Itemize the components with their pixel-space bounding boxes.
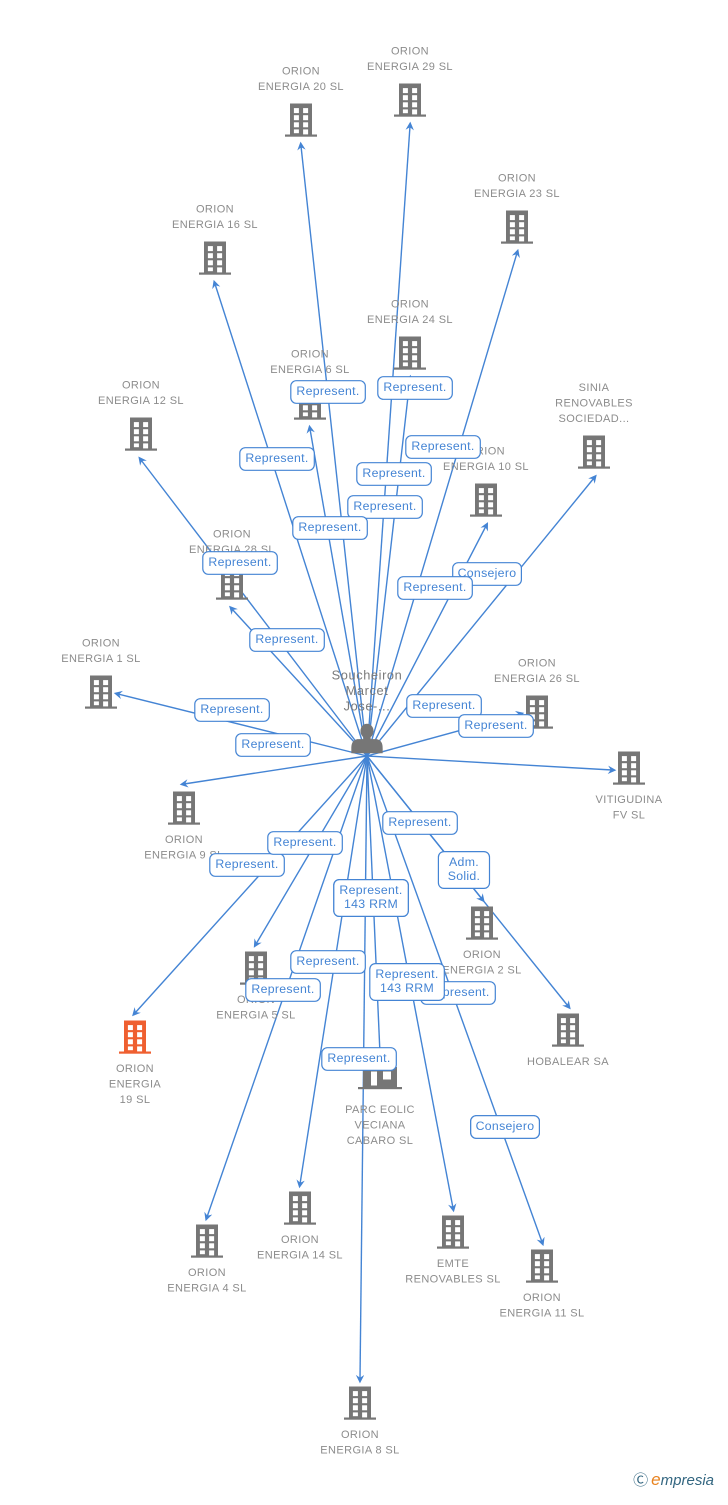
svg-text:ORION: ORION: [523, 1292, 561, 1304]
svg-text:Represent.: Represent.: [383, 380, 446, 394]
svg-text:ENERGIA 29 SL: ENERGIA 29 SL: [367, 61, 453, 73]
svg-text:Represent.: Represent.: [412, 698, 475, 712]
svg-text:Consejero: Consejero: [476, 1119, 535, 1133]
svg-text:ENERGIA 24 SL: ENERGIA 24 SL: [367, 314, 453, 326]
svg-text:Represent.: Represent.: [353, 499, 416, 513]
svg-text:VITIGUDINA: VITIGUDINA: [596, 794, 663, 806]
svg-text:Represent.: Represent.: [296, 954, 359, 968]
svg-text:Solid.: Solid.: [448, 869, 481, 883]
svg-text:ORION: ORION: [196, 204, 234, 216]
svg-text:ORION: ORION: [291, 349, 329, 361]
svg-text:Represent.: Represent.: [375, 967, 438, 981]
svg-text:ENERGIA 6 SL: ENERGIA 6 SL: [270, 364, 349, 376]
svg-text:ORION: ORION: [391, 46, 429, 58]
svg-text:ORION: ORION: [391, 299, 429, 311]
svg-text:ENERGIA 10 SL: ENERGIA 10 SL: [443, 461, 529, 473]
svg-text:Represent.: Represent.: [245, 451, 308, 465]
svg-text:Represent.: Represent.: [296, 384, 359, 398]
svg-text:Marcet: Marcet: [346, 683, 389, 698]
svg-text:Represent.: Represent.: [362, 466, 425, 480]
svg-text:ENERGIA: ENERGIA: [109, 1079, 162, 1091]
svg-text:FV SL: FV SL: [613, 810, 646, 822]
svg-text:Represent.: Represent.: [327, 1051, 390, 1065]
svg-text:ORION: ORION: [165, 834, 203, 846]
svg-text:ENERGIA 4 SL: ENERGIA 4 SL: [167, 1283, 246, 1295]
svg-text:Adm.: Adm.: [449, 855, 479, 869]
svg-text:ENERGIA 26 SL: ENERGIA 26 SL: [494, 673, 580, 685]
svg-text:VECIANA: VECIANA: [354, 1120, 405, 1132]
svg-text:Represent.: Represent.: [298, 520, 361, 534]
svg-text:ORION: ORION: [188, 1267, 226, 1279]
svg-text:ENERGIA 8 SL: ENERGIA 8 SL: [320, 1445, 399, 1457]
svg-text:ENERGIA 14 SL: ENERGIA 14 SL: [257, 1250, 343, 1262]
svg-text:ENERGIA 5 SL: ENERGIA 5 SL: [216, 1010, 295, 1022]
svg-text:SOCIEDAD...: SOCIEDAD...: [558, 413, 629, 425]
svg-text:ORION: ORION: [282, 66, 320, 78]
svg-text:ENERGIA 20 SL: ENERGIA 20 SL: [258, 81, 344, 93]
svg-text:Represent.: Represent.: [255, 632, 318, 646]
svg-text:Represent.: Represent.: [208, 555, 271, 569]
svg-text:Represent.: Represent.: [464, 718, 527, 732]
svg-text:ORION: ORION: [518, 658, 556, 670]
svg-text:143 RRM: 143 RRM: [344, 897, 398, 911]
svg-text:ENERGIA 12 SL: ENERGIA 12 SL: [98, 395, 184, 407]
svg-text:Represent.: Represent.: [411, 439, 474, 453]
svg-text:Represent.: Represent.: [241, 737, 304, 751]
svg-text:Represent.: Represent.: [388, 815, 451, 829]
svg-text:Represent.: Represent.: [403, 580, 466, 594]
svg-text:SINIA: SINIA: [579, 382, 610, 394]
svg-text:Jose-...: Jose-...: [344, 699, 391, 714]
svg-text:Represent.: Represent.: [339, 883, 402, 897]
svg-text:ORION: ORION: [281, 1234, 319, 1246]
svg-text:HOBALEAR SA: HOBALEAR SA: [527, 1056, 609, 1068]
svg-text:19 SL: 19 SL: [120, 1094, 151, 1106]
svg-text:ENERGIA 11 SL: ENERGIA 11 SL: [499, 1308, 584, 1320]
svg-text:ENERGIA 2 SL: ENERGIA 2 SL: [442, 965, 521, 977]
svg-text:PARC EOLIC: PARC EOLIC: [345, 1104, 415, 1116]
svg-text:ORION: ORION: [341, 1429, 379, 1441]
svg-text:CABARO SL: CABARO SL: [347, 1135, 414, 1147]
svg-text:ORION: ORION: [213, 529, 251, 541]
svg-text:ORION: ORION: [82, 638, 120, 650]
svg-text:ENERGIA 23 SL: ENERGIA 23 SL: [474, 188, 560, 200]
svg-text:Represent.: Represent.: [215, 857, 278, 871]
svg-text:143 RRM: 143 RRM: [380, 981, 434, 995]
svg-text:ORION: ORION: [463, 949, 501, 961]
svg-text:RENOVABLES SL: RENOVABLES SL: [405, 1274, 500, 1286]
svg-text:ENERGIA 16 SL: ENERGIA 16 SL: [172, 219, 258, 231]
svg-text:ORION: ORION: [116, 1063, 154, 1075]
svg-text:Represent.: Represent.: [200, 702, 263, 716]
svg-text:EMTE: EMTE: [437, 1258, 469, 1270]
svg-text:Represent.: Represent.: [273, 835, 336, 849]
svg-text:ORION: ORION: [498, 173, 536, 185]
svg-text:Soucheiron: Soucheiron: [332, 668, 403, 683]
svg-text:RENOVABLES: RENOVABLES: [555, 398, 633, 410]
svg-text:ENERGIA 1 SL: ENERGIA 1 SL: [61, 653, 140, 665]
svg-text:Represent.: Represent.: [251, 982, 314, 996]
svg-text:ORION: ORION: [122, 380, 160, 392]
